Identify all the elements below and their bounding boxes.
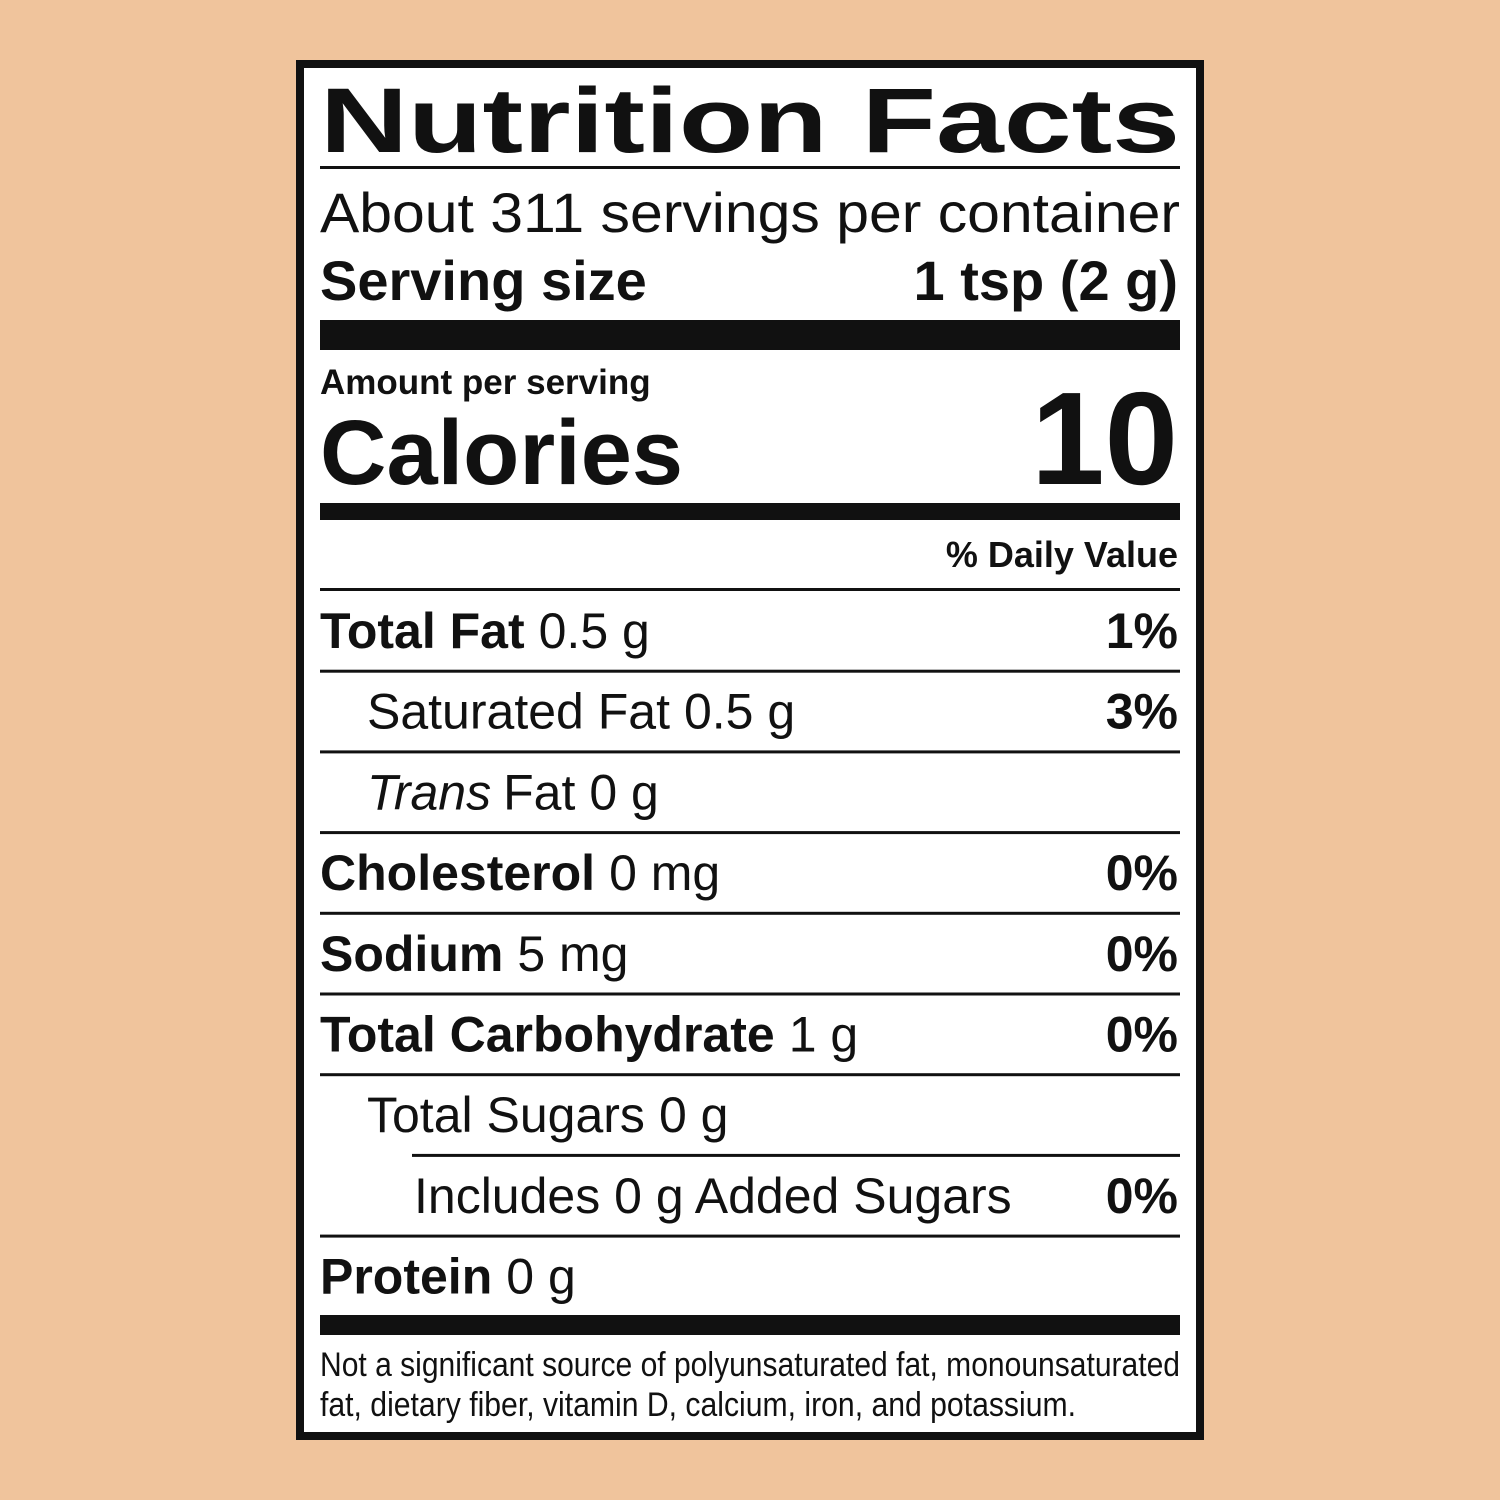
serving-size-label: Serving size xyxy=(320,249,647,312)
nutrient-name: Fat xyxy=(503,764,575,820)
nutrient-row: Protein 0 g xyxy=(320,1249,576,1305)
daily-value: 0% xyxy=(1106,845,1178,901)
nutrient-amount: 0 g xyxy=(659,1087,729,1143)
servings: About 311 servings per container xyxy=(320,181,1180,244)
rule xyxy=(320,831,1180,835)
serving-size-value: 1 tsp (2 g) xyxy=(914,249,1178,312)
thick-rule xyxy=(320,503,1180,520)
nutrient-row: Total Sugars 0 g xyxy=(367,1087,728,1143)
nutrient-amount: 0 mg xyxy=(609,845,720,901)
calories-value: 10 xyxy=(1031,365,1178,512)
nutrient-name: Total Carbohydrate xyxy=(320,1007,775,1063)
nutrient-name: Protein xyxy=(320,1249,492,1305)
nutrient-name: Sodium xyxy=(320,926,503,982)
rule xyxy=(320,669,1180,673)
nutrient-amount: 1 g xyxy=(789,1007,859,1063)
nutrient-name: Total Fat xyxy=(320,603,525,659)
rule xyxy=(320,750,1180,754)
daily-value: 1% xyxy=(1106,603,1178,659)
nutrient-name: Saturated Fat xyxy=(367,684,670,740)
amount-per-serving: Amount per serving xyxy=(320,363,651,402)
daily-value-header: % Daily Value xyxy=(946,534,1178,575)
thick-rule xyxy=(320,320,1180,350)
rule xyxy=(320,1234,1180,1238)
nutrient-amount: 5 mg xyxy=(517,926,628,982)
rule xyxy=(320,588,1180,591)
daily-value: 0% xyxy=(1106,1007,1178,1063)
rule xyxy=(412,1153,1180,1157)
nutrient-row: Total Fat 0.5 g xyxy=(320,603,650,659)
rule xyxy=(320,911,1180,915)
nutrient-row: Total Carbohydrate 1 g xyxy=(320,1007,858,1063)
nutrient-amount: 0 g xyxy=(506,1249,576,1305)
nutrient-amount: 0.5 g xyxy=(539,603,650,659)
footnote: Not a significant source of polyunsatura… xyxy=(320,1346,1180,1384)
daily-value: 0% xyxy=(1106,1168,1178,1224)
nutrient-row: Includes 0 g Added Sugars xyxy=(414,1168,1012,1224)
nutrient-name: Cholesterol xyxy=(320,845,595,901)
label-box xyxy=(296,60,1204,1440)
calories-label: Calories xyxy=(320,402,683,504)
rule xyxy=(320,1073,1180,1077)
thick-rule xyxy=(320,1315,1180,1335)
nutrient-name: Includes 0 g Added Sugars xyxy=(414,1168,1012,1224)
nutrient-amount: 0 g xyxy=(589,764,659,820)
daily-value: 3% xyxy=(1106,684,1178,740)
nutrient-row: Trans Fat 0 g xyxy=(367,764,659,820)
nutrient-amount: 0.5 g xyxy=(684,684,795,740)
nutrient-row: Sodium 5 mg xyxy=(320,926,629,982)
footnote: fat, dietary fiber, vitamin D, calcium, … xyxy=(320,1386,1076,1424)
daily-value: 0% xyxy=(1106,926,1178,982)
rule xyxy=(320,166,1180,169)
nutrient-row: Cholesterol 0 mg xyxy=(320,845,720,901)
nutrient-name-italic: Trans xyxy=(367,764,491,820)
nutrient-row: Saturated Fat 0.5 g xyxy=(367,684,795,740)
nutrient-name: Total Sugars xyxy=(367,1087,645,1143)
rule xyxy=(320,992,1180,996)
title: Nutrition Facts xyxy=(320,70,1180,172)
